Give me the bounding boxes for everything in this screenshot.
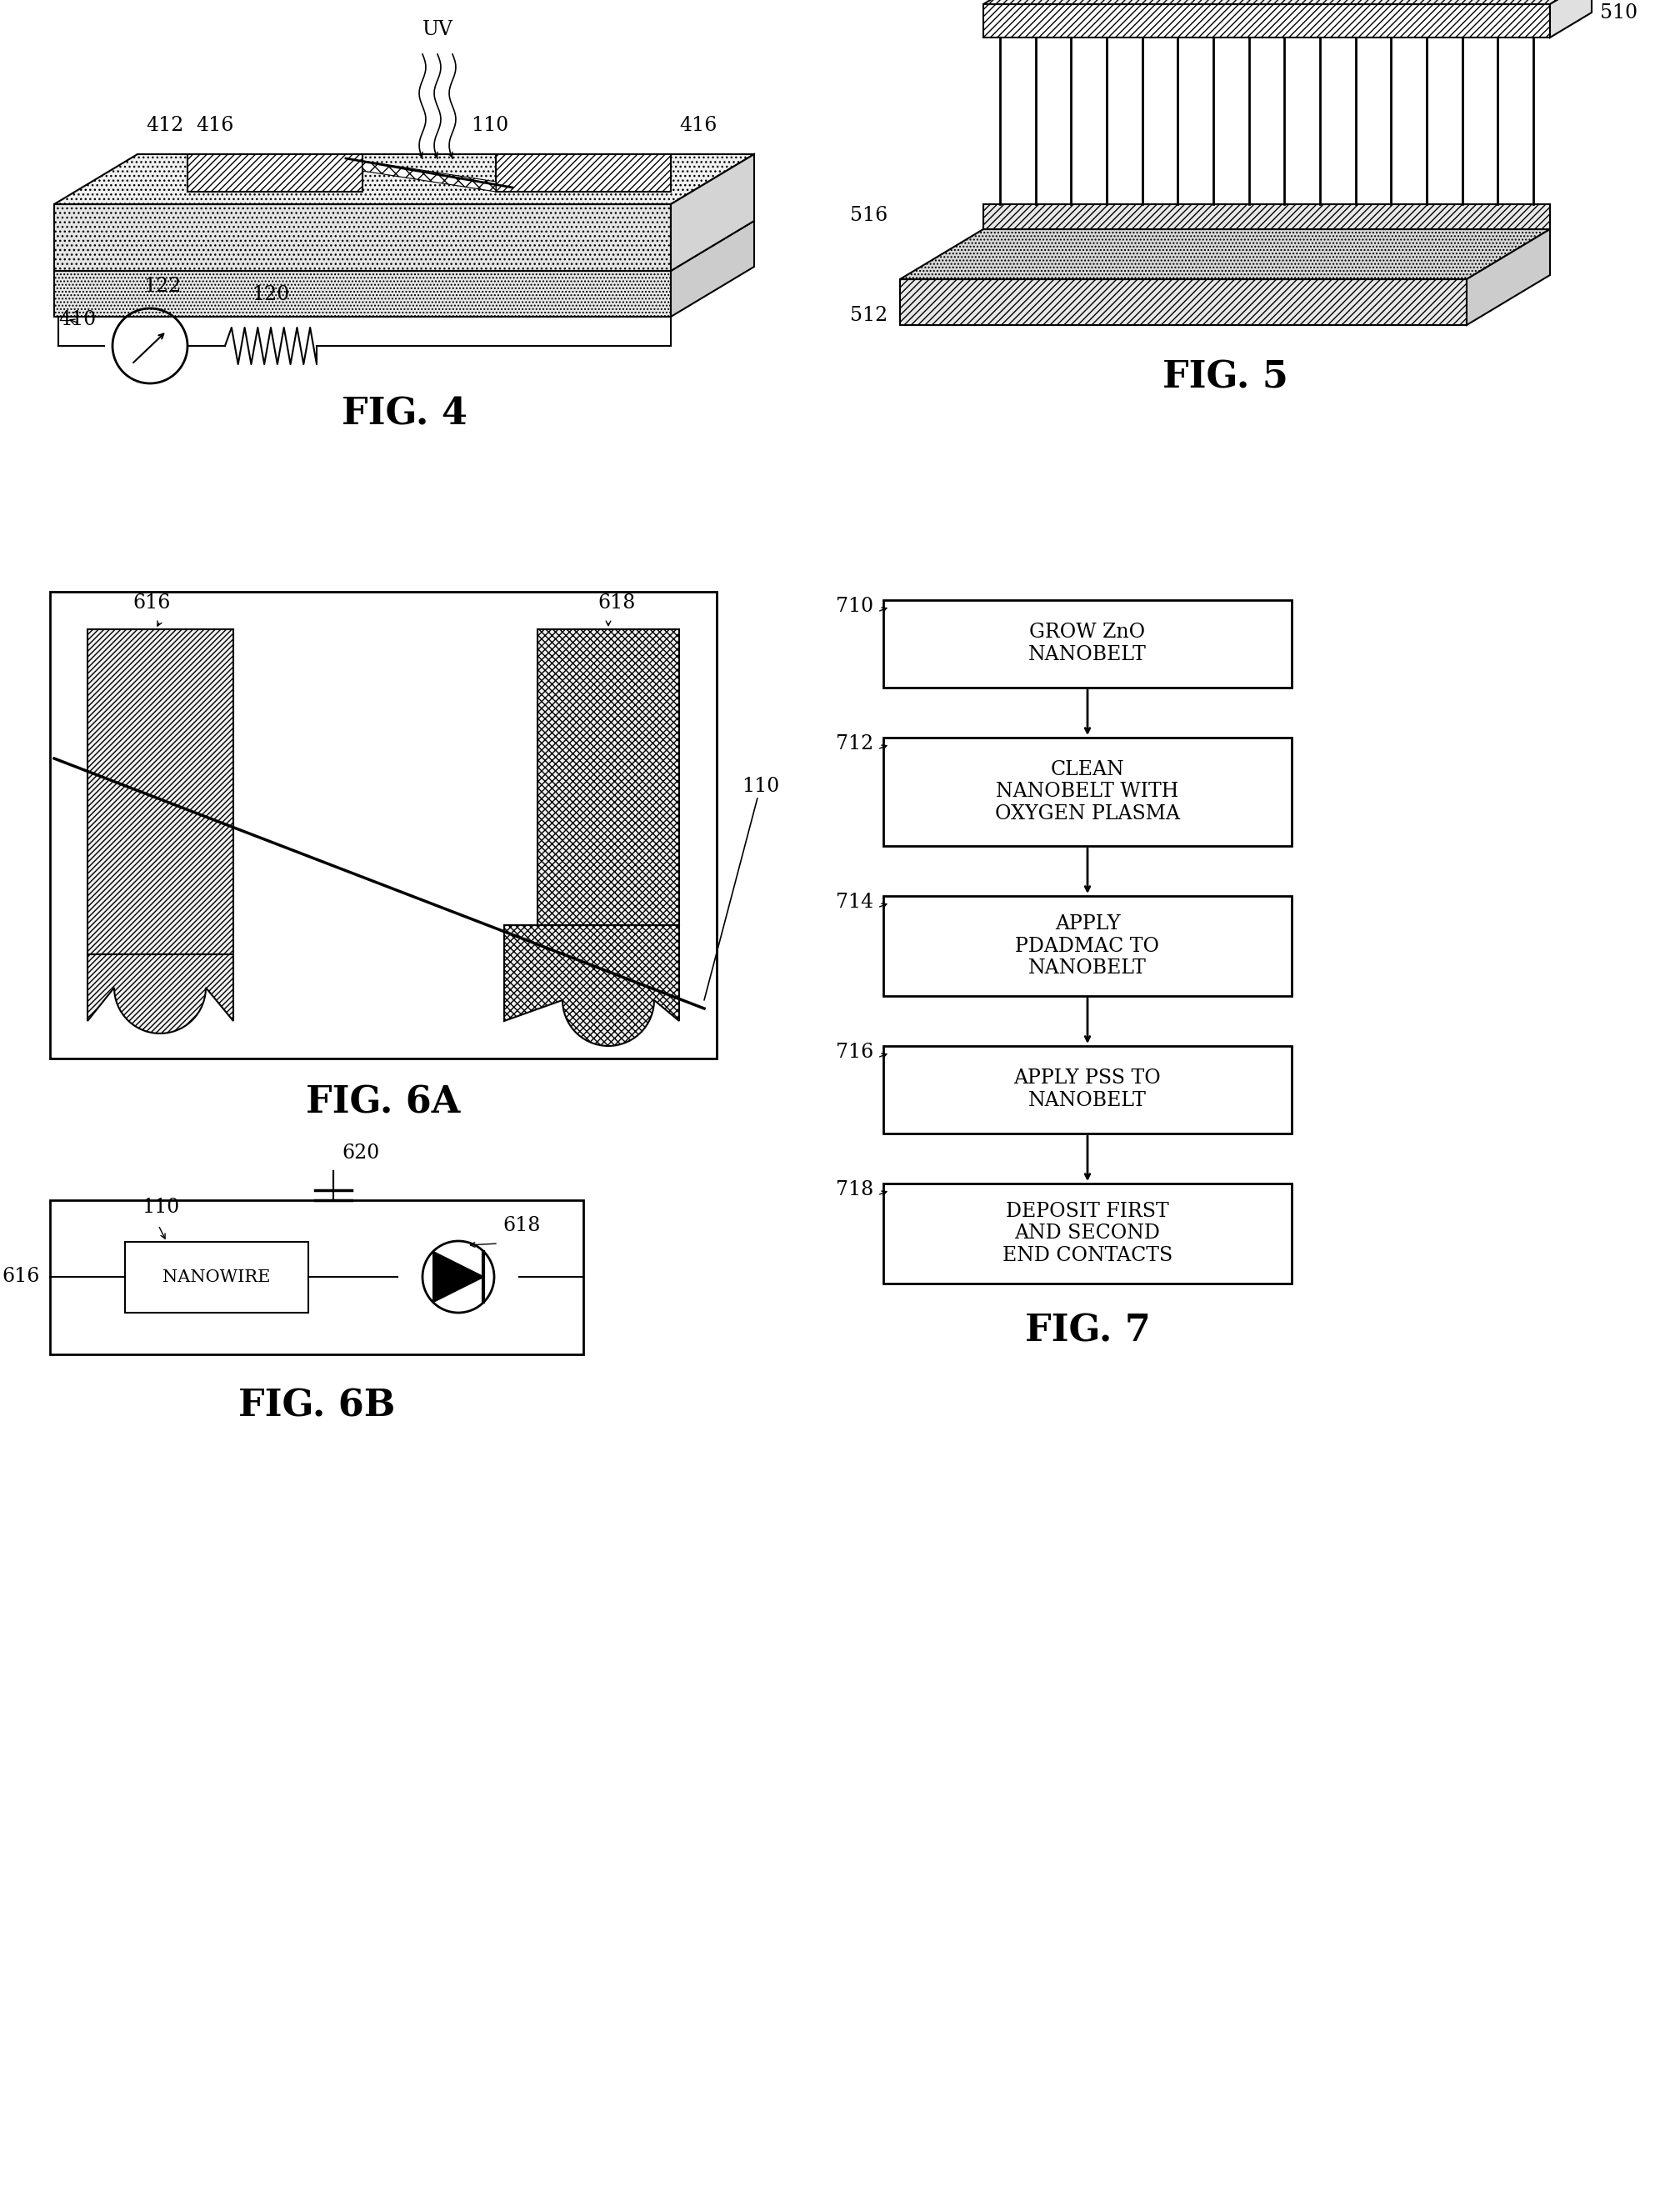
Text: 110: 110 [704,776,780,1000]
Polygon shape [983,204,1550,230]
Text: APPLY PSS TO
NANOBELT: APPLY PSS TO NANOBELT [1014,1068,1160,1110]
Text: 412: 412 [146,115,184,135]
Text: 616: 616 [2,1267,40,1287]
Polygon shape [496,155,671,192]
Bar [883,896,1291,995]
Text: FIG. 4: FIG. 4 [342,396,466,434]
Text: 122: 122 [144,276,181,296]
Polygon shape [900,279,1467,325]
Bar [883,1046,1291,1133]
Text: FIG. 6B: FIG. 6B [237,1389,395,1425]
Polygon shape [505,925,679,1046]
Bar [50,593,717,1060]
Text: FIG. 7: FIG. 7 [1024,1314,1150,1349]
Polygon shape [1467,230,1550,325]
Text: 714: 714 [835,894,873,911]
Polygon shape [55,204,671,270]
Polygon shape [55,221,754,270]
Bar [883,737,1291,845]
Text: 710: 710 [835,597,873,615]
Polygon shape [983,0,1592,4]
Polygon shape [671,221,754,316]
Polygon shape [433,1252,483,1303]
Polygon shape [983,4,1550,38]
Text: 512: 512 [850,305,888,325]
Text: 716: 716 [835,1042,873,1062]
Bar [50,1201,583,1354]
Text: GROW ZnO
NANOBELT: GROW ZnO NANOBELT [1029,624,1147,664]
Text: 110: 110 [141,1197,179,1217]
Polygon shape [671,155,754,270]
Polygon shape [188,155,362,192]
Text: 618: 618 [503,1217,540,1234]
Bar [538,628,679,925]
Text: 620: 620 [342,1144,380,1164]
Polygon shape [900,230,1550,279]
Text: 416: 416 [679,115,717,135]
Text: 516: 516 [850,206,888,226]
Text: 616: 616 [133,593,171,613]
Bar [883,599,1291,688]
Text: UV: UV [422,20,453,40]
Text: 410: 410 [58,310,96,330]
Text: FIG. 6A: FIG. 6A [305,1084,460,1119]
Text: FIG. 5: FIG. 5 [1162,358,1288,396]
Bar [88,628,234,953]
Text: 510: 510 [1600,2,1638,22]
Polygon shape [55,270,671,316]
Text: DEPOSIT FIRST
AND SECOND
END CONTACTS: DEPOSIT FIRST AND SECOND END CONTACTS [1003,1201,1172,1265]
Polygon shape [362,161,496,192]
Text: 110: 110 [471,115,508,135]
Text: CLEAN
NANOBELT WITH
OXYGEN PLASMA: CLEAN NANOBELT WITH OXYGEN PLASMA [994,761,1180,823]
Text: 618: 618 [598,593,636,613]
Text: NANOWIRE: NANOWIRE [163,1270,271,1285]
Text: APPLY
PDADMAC TO
NANOBELT: APPLY PDADMAC TO NANOBELT [1016,914,1160,978]
Polygon shape [88,953,234,1033]
Polygon shape [55,155,754,204]
Text: 120: 120 [252,285,290,305]
Text: 416: 416 [196,115,234,135]
Text: 718: 718 [835,1181,873,1199]
Text: 712: 712 [835,734,873,754]
Bar [883,1183,1291,1283]
Polygon shape [1550,0,1592,38]
Bar [125,1241,309,1312]
